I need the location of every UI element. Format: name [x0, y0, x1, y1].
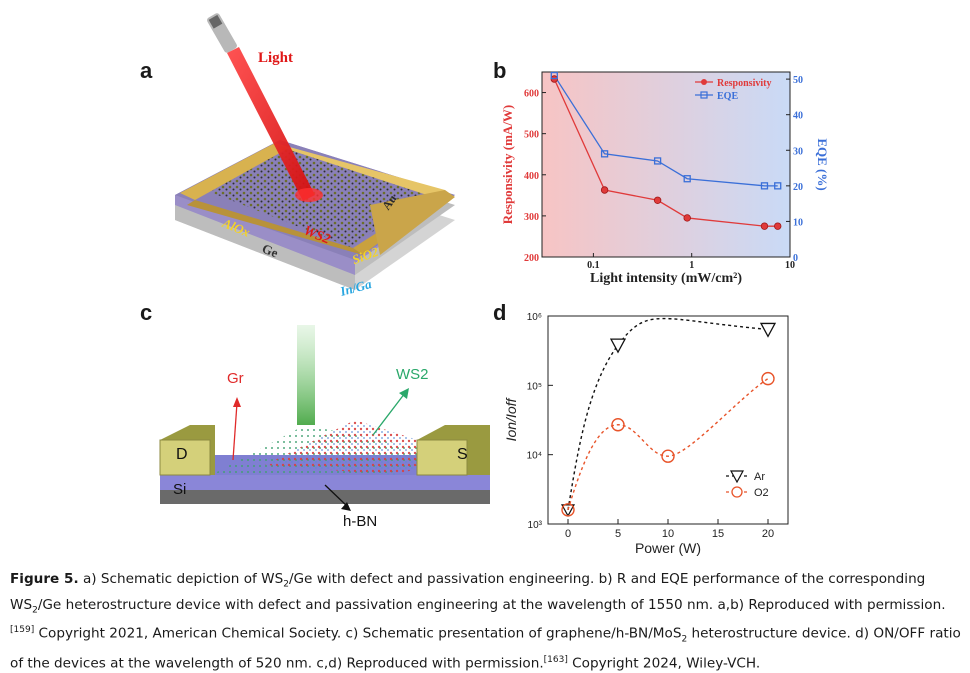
legend-marker-o2	[731, 486, 743, 498]
point-ar	[560, 504, 576, 518]
gr-arrow	[232, 402, 238, 461]
y2-tick-label-b: 0	[793, 253, 798, 264]
point-eqe	[683, 175, 691, 183]
caption-ref-2: [163]	[543, 654, 568, 665]
legend-marker-ar	[729, 470, 745, 484]
x-axis-label-d: Power (W)	[635, 540, 701, 556]
y-axis-label-b: Responsivity (mA/W)	[500, 105, 515, 225]
point-responsivity	[683, 214, 691, 222]
point-o2	[611, 418, 625, 432]
y2-tick-label-b: 10	[793, 217, 803, 228]
caption-sub-3: 2	[681, 634, 688, 645]
point-responsivity	[653, 196, 662, 204]
au-electrode-top	[275, 143, 445, 197]
ws2-arrow	[372, 392, 406, 436]
point-responsivity	[760, 222, 769, 230]
label-si: Si	[173, 481, 187, 498]
y-tick-label-b: 300	[524, 212, 539, 223]
x-tick-label-d: 10	[662, 528, 674, 540]
caption-ref-1: [159]	[10, 625, 35, 636]
au-electrode-left	[180, 143, 287, 200]
caption-part-6: Copyright 2024, Wiley-VCH.	[567, 655, 761, 672]
y-tick-label-b: 600	[524, 89, 539, 100]
drain-electrode	[159, 425, 215, 476]
y-tick-label-d: 10⁴	[527, 451, 542, 462]
x-tick-label-d: 20	[762, 528, 774, 540]
y-tick-label-b: 500	[524, 130, 539, 141]
x-tick-label-d: 0	[565, 528, 571, 540]
y-tick-label-b: 200	[524, 253, 539, 264]
point-eqe	[653, 157, 662, 165]
series-line-eqe	[553, 75, 778, 187]
y2-tick-label-b: 50	[793, 75, 803, 86]
point-eqe	[774, 182, 782, 190]
series-line-o2	[567, 378, 769, 511]
x-tick-label-b: 1	[689, 260, 694, 271]
label-hbn: h-BN	[343, 513, 378, 530]
point-o2	[761, 371, 775, 386]
point-responsivity	[774, 222, 782, 230]
y-tick-label-d: 10³	[528, 520, 543, 531]
point-responsivity	[600, 186, 609, 194]
caption-part-2: /Ge with defect and passivation engineer…	[10, 571, 926, 613]
label-ws2-text: WS2	[396, 366, 429, 383]
legend-marker-responsivity	[701, 79, 707, 85]
legend-label-responsivity: Responsivity	[717, 78, 771, 89]
x-tick-label-b: 0.1	[587, 260, 600, 271]
legend-label-eqe: EQE	[717, 91, 738, 102]
point-o2	[561, 503, 575, 517]
caption-sub-2: 2	[32, 605, 38, 616]
caption-part-4: Copyright 2021, American Chemical Societ…	[34, 625, 682, 642]
label-gr: Gr	[227, 370, 244, 387]
label-ws2-c: WS2	[396, 366, 429, 383]
y-tick-label-b: 400	[524, 171, 539, 182]
point-ar	[609, 338, 627, 354]
laser-pointer-icon	[207, 13, 237, 53]
caption-part-3: /Ge heterostructure device with defect a…	[37, 596, 946, 613]
x-tick-label-d: 15	[712, 528, 724, 540]
legend-label-o2: O2	[754, 487, 769, 499]
panel-label-d: d	[493, 300, 507, 325]
y-tick-label-d: 10⁵	[527, 381, 542, 392]
hbn-arrow	[324, 484, 349, 508]
point-eqe	[550, 71, 558, 80]
y2-tick-label-b: 30	[793, 146, 803, 157]
point-ar	[759, 322, 777, 338]
plot-area-d	[547, 315, 789, 525]
legend-marker-eqe	[700, 91, 708, 99]
point-o2	[661, 449, 675, 463]
panel-label-c: c	[140, 300, 153, 325]
label-d: D	[176, 446, 188, 463]
caption-figure-label: Figure 5.	[10, 571, 79, 587]
caption-sub-1: 2	[283, 579, 289, 590]
source-electrode	[416, 425, 490, 476]
point-eqe	[760, 182, 769, 190]
light-beam	[227, 47, 315, 201]
ws2-lattice	[265, 420, 465, 475]
legend-label-ar: Ar	[754, 471, 765, 483]
point-eqe	[600, 150, 609, 158]
caption-part-1: a) Schematic depiction of WS	[78, 571, 284, 587]
y2-tick-label-b: 40	[793, 111, 803, 122]
chart-d: 10³ 10⁴ 10⁵ 10⁶ 0 5 10 15 20 Power (W) Ion/Ioff Ar O…	[503, 312, 789, 556]
y-tick-label-d: 10⁶	[527, 312, 542, 323]
figure-caption: Figure 5. a) Schematic depiction of WS2/…	[10, 569, 962, 673]
plot-area-b	[541, 71, 791, 258]
au-electrode-bottom	[187, 200, 363, 255]
y2-axis-label-b: EQE (%)	[815, 138, 830, 190]
label-light: Light	[258, 50, 294, 66]
panel-c-schematic	[159, 325, 490, 511]
y2-tick-label-b: 20	[793, 182, 803, 193]
x-tick-label-b: 10	[785, 260, 795, 271]
light-beam-green	[297, 325, 315, 425]
x-tick-label-d: 5	[615, 528, 621, 540]
panel-a-schematic	[175, 13, 455, 290]
y-axis-label-d: Ion/Ioff	[503, 396, 519, 441]
panel-label-b: b	[493, 58, 507, 83]
x-axis-label-b: Light intensity (mW/cm²)	[590, 271, 742, 286]
label-s: S	[457, 446, 468, 463]
panel-label-a: a	[140, 58, 153, 83]
